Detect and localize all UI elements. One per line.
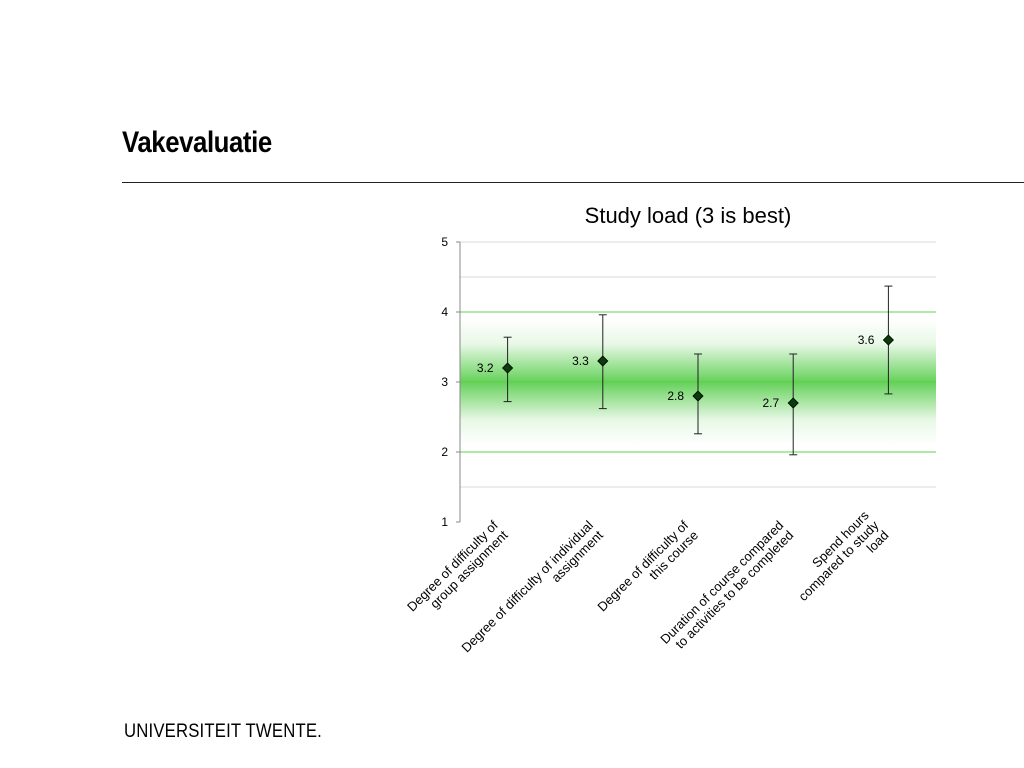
slide-title: Vakevaluatie — [122, 126, 272, 159]
title-divider — [122, 182, 1024, 183]
data-point — [882, 334, 894, 346]
data-label: 2.8 — [667, 389, 684, 403]
university-logo: UNIVERSITEIT TWENTE. — [124, 721, 322, 742]
data-label: 2.7 — [763, 396, 780, 410]
y-tick-label: 3 — [441, 375, 448, 389]
y-tick-label: 2 — [441, 445, 448, 459]
data-label: 3.2 — [477, 361, 494, 375]
y-tick-label: 5 — [441, 235, 448, 249]
chart-title: Study load (3 is best) — [584, 203, 792, 228]
data-label: 3.3 — [572, 354, 589, 368]
data-point — [787, 397, 799, 409]
data-label: 3.6 — [858, 333, 875, 347]
data-point — [597, 355, 609, 367]
x-category-label: Spend hourscompared to studyload — [785, 507, 891, 613]
x-category-label-line: Degree of difficulty of — [404, 517, 501, 614]
x-category-label-line: Degree of difficulty of — [594, 517, 691, 614]
y-tick-label: 4 — [441, 305, 448, 319]
y-tick-label: 1 — [441, 515, 448, 529]
data-point — [692, 390, 704, 402]
data-point — [502, 362, 514, 374]
